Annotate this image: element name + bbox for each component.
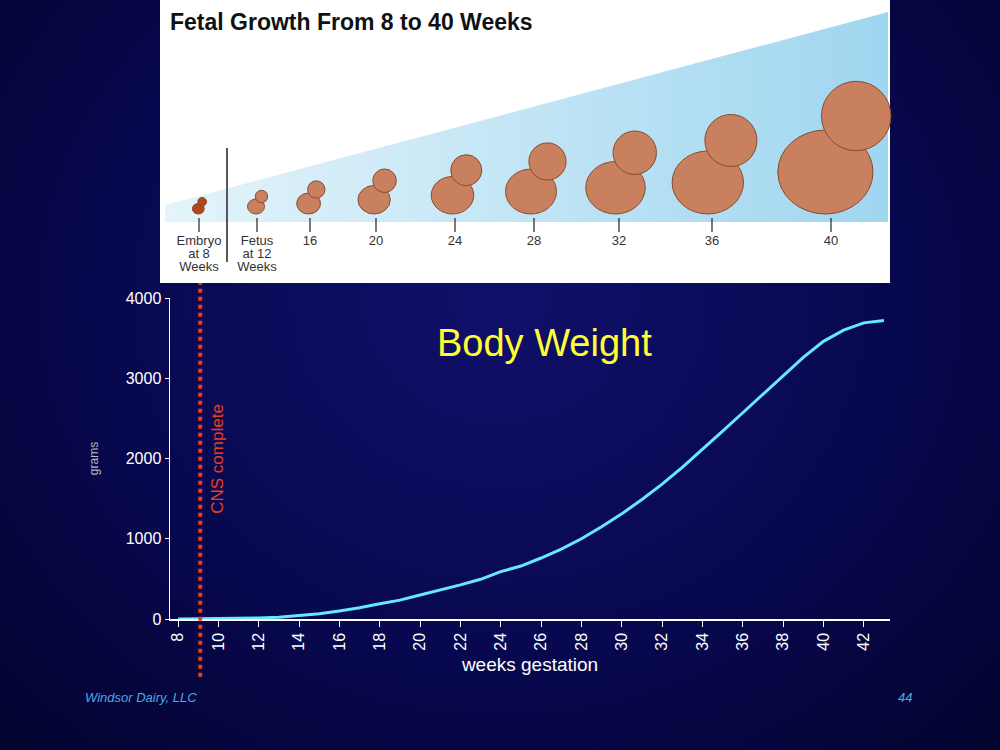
svg-text:0: 0 xyxy=(152,611,161,628)
html-text:Windsor Dairy, LLC: Windsor Dairy, LLC xyxy=(85,690,197,705)
svg-text:42: 42 xyxy=(855,633,872,651)
svg-text:3000: 3000 xyxy=(126,370,162,387)
svg-text:40: 40 xyxy=(824,233,838,248)
svg-text:28: 28 xyxy=(527,233,541,248)
svg-text:16: 16 xyxy=(303,233,317,248)
svg-text:26: 26 xyxy=(532,633,549,651)
svg-text:12: 12 xyxy=(250,633,267,651)
svg-text:2000: 2000 xyxy=(126,450,162,467)
svg-text:Embryo: Embryo xyxy=(177,233,222,248)
svg-text:40: 40 xyxy=(815,633,832,651)
svg-text:grams: grams xyxy=(87,442,101,475)
svg-text:1000: 1000 xyxy=(126,530,162,547)
svg-text:38: 38 xyxy=(774,633,791,651)
svg-text:Fetal Growth From 8 to 40 Week: Fetal Growth From 8 to 40 Weeks xyxy=(170,9,533,35)
svg-text:32: 32 xyxy=(653,633,670,651)
svg-text:20: 20 xyxy=(369,233,383,248)
svg-text:30: 30 xyxy=(613,633,630,651)
svg-text:14: 14 xyxy=(290,633,307,651)
svg-text:weeks gestation: weeks gestation xyxy=(461,654,598,675)
svg-text:32: 32 xyxy=(612,233,626,248)
svg-text:4000: 4000 xyxy=(126,290,162,307)
html-text:44: 44 xyxy=(898,690,913,705)
svg-text:CNS complete: CNS complete xyxy=(208,404,227,514)
svg-text:at 8: at 8 xyxy=(188,246,210,261)
svg-text:34: 34 xyxy=(694,633,711,651)
svg-text:24: 24 xyxy=(448,233,462,248)
svg-text:36: 36 xyxy=(705,233,719,248)
svg-text:Weeks: Weeks xyxy=(179,259,219,274)
svg-text:10: 10 xyxy=(210,633,227,651)
svg-text:18: 18 xyxy=(371,633,388,651)
svg-text:22: 22 xyxy=(452,633,469,651)
svg-text:Weeks: Weeks xyxy=(237,259,277,274)
svg-text:Body Weight: Body Weight xyxy=(437,322,652,364)
svg-text:at 12: at 12 xyxy=(243,246,272,261)
svg-text:16: 16 xyxy=(331,633,348,651)
svg-text:Fetus: Fetus xyxy=(241,233,274,248)
svg-text:28: 28 xyxy=(573,633,590,651)
svg-text:8: 8 xyxy=(169,633,186,642)
svg-text:24: 24 xyxy=(492,633,509,651)
svg-text:36: 36 xyxy=(734,633,751,651)
svg-text:20: 20 xyxy=(411,633,428,651)
